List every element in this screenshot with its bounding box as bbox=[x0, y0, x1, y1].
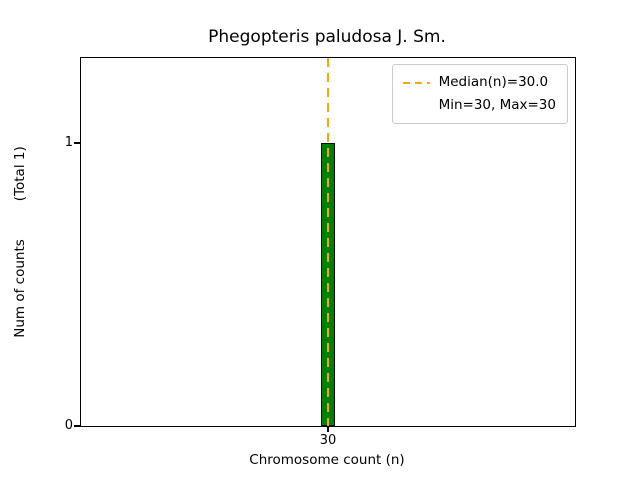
median-line-sample-icon bbox=[402, 81, 430, 84]
x-tick-mark bbox=[327, 426, 329, 432]
chart-title: Phegopteris paludosa J. Sm. bbox=[208, 27, 446, 47]
y-tick-label: 0 bbox=[64, 418, 73, 433]
y-tick-label: 1 bbox=[64, 134, 73, 150]
legend-median-label: Median(n)=30.0 bbox=[438, 74, 549, 90]
plot-area: Num of counts (Total 1) 1 0 30 Median(n)=… bbox=[12, 57, 576, 448]
legend-row-minmax: Min=30, Max=30 bbox=[403, 96, 556, 116]
y-axis-total-label: (Total 1) bbox=[12, 146, 28, 202]
y-axis-label-text: Num of counts bbox=[12, 239, 28, 338]
legend-row-median: Median(n)=30.0 bbox=[402, 73, 556, 93]
y-axis-label: Num of counts (Total 1) bbox=[12, 58, 30, 426]
x-tick-label: 30 bbox=[319, 433, 337, 448]
median-line bbox=[327, 58, 329, 426]
x-axis-label: Chromosome count (n) bbox=[249, 452, 405, 468]
legend: Median(n)=30.0 Min=30, Max=30 bbox=[391, 64, 568, 125]
legend-minmax-label: Min=30, Max=30 bbox=[438, 96, 556, 113]
y-tick-mark bbox=[74, 142, 80, 144]
legend-spacer bbox=[403, 104, 430, 106]
y-tick-mark bbox=[74, 425, 80, 427]
